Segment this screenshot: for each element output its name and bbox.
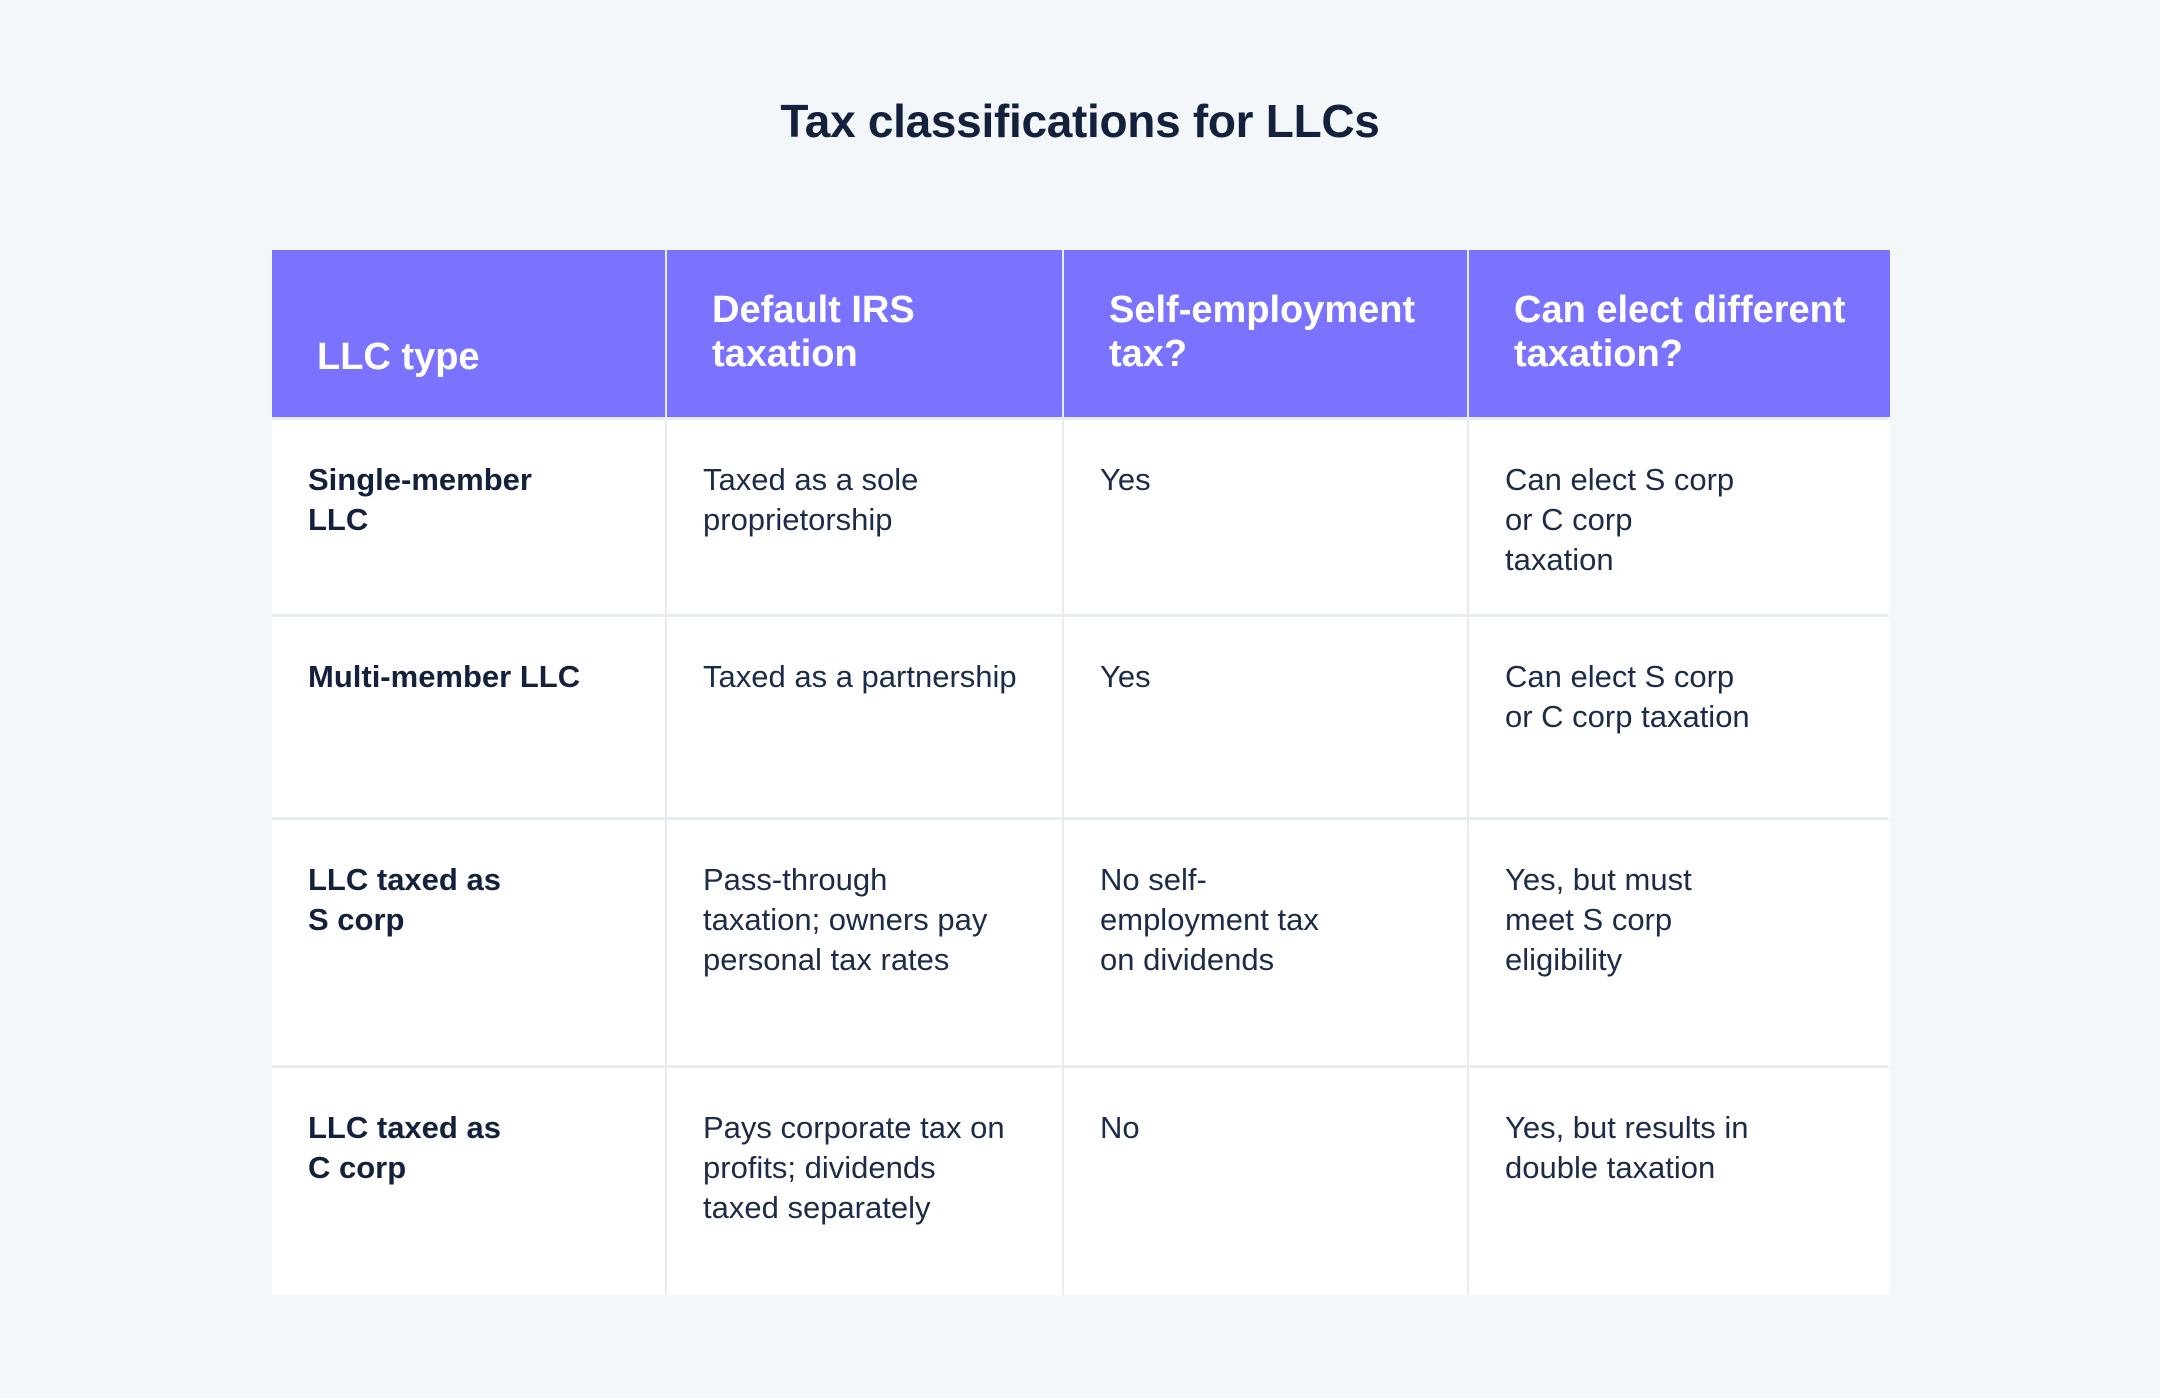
table-row-s-corp-self-employment: No self- employment tax on dividends <box>1064 820 1467 1065</box>
table-row-c-corp-self-employment: No <box>1064 1068 1467 1295</box>
table-row-multi-member-self-employment: Yes <box>1064 617 1467 817</box>
header-default-irs-taxation: Default IRS taxation <box>667 250 1062 417</box>
table-row-single-member-default-taxation: Taxed as a sole proprietorship <box>667 420 1062 614</box>
table-row-single-member-elect: Can elect S corp or C corp taxation <box>1469 420 1890 614</box>
table-row-s-corp-llc-type: LLC taxed as S corp <box>272 820 665 1065</box>
page-title: Tax classifications for LLCs <box>780 95 1380 147</box>
table-row-single-member-self-employment: Yes <box>1064 420 1467 614</box>
llc-tax-table: LLC type Default IRS taxation Self-emplo… <box>272 250 1890 1295</box>
header-self-employment-tax: Self-employment tax? <box>1064 250 1467 417</box>
table-row-c-corp-llc-type: LLC taxed as C corp <box>272 1068 665 1295</box>
table-row-multi-member-default-taxation: Taxed as a partnership <box>667 617 1062 817</box>
table-row-multi-member-llc-type: Multi-member LLC <box>272 617 665 817</box>
header-llc-type: LLC type <box>272 250 665 417</box>
header-can-elect-different-taxation: Can elect different taxation? <box>1469 250 1890 417</box>
table-row-c-corp-elect: Yes, but results in double taxation <box>1469 1068 1890 1295</box>
table-row-multi-member-elect: Can elect S corp or C corp taxation <box>1469 617 1890 817</box>
table-row-c-corp-default-taxation: Pays corporate tax on profits; dividends… <box>667 1068 1062 1295</box>
table-row-s-corp-elect: Yes, but must meet S corp eligibility <box>1469 820 1890 1065</box>
table-row-single-member-llc-type: Single-member LLC <box>272 420 665 614</box>
table-row-s-corp-default-taxation: Pass-through taxation; owners pay person… <box>667 820 1062 1065</box>
